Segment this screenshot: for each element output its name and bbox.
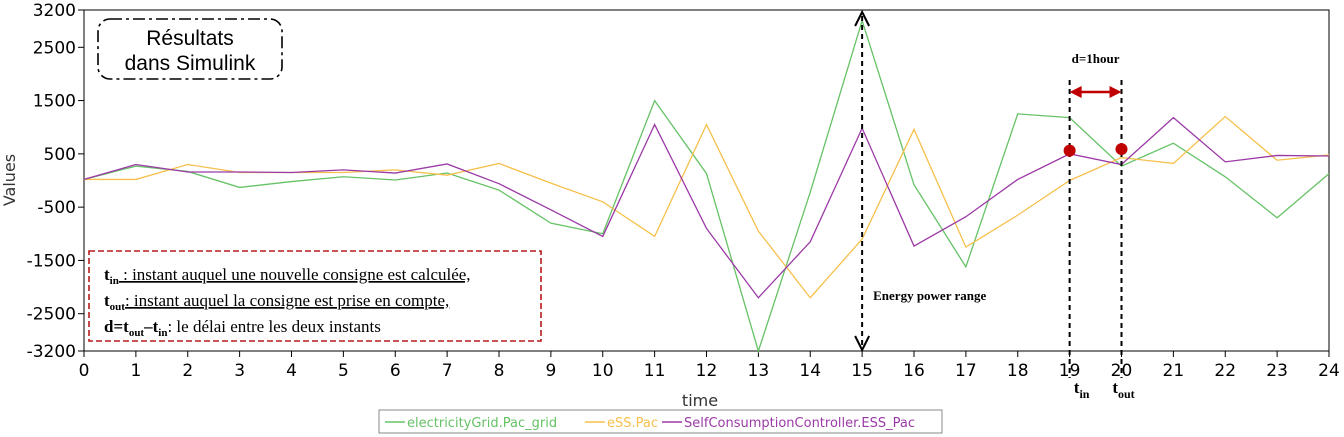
energy-arrow-head-bottom: [854, 335, 871, 353]
y-axis: 3200 2500 1500 500 -500 -1500 -2500 -3200: [27, 1, 84, 362]
energy-range-arrow: [854, 9, 871, 353]
x-tick-label: 3: [234, 361, 245, 381]
x-tick-label: 21: [1163, 361, 1185, 381]
definition-t-in: tin : instant auquel une nouvelle consig…: [104, 265, 471, 287]
y-tick-label: -1500: [27, 251, 76, 271]
x-tick-label: 12: [696, 361, 718, 381]
x-tick-label: 15: [851, 361, 873, 381]
delay-label: d=1hour: [1072, 51, 1120, 66]
x-tick-label: 4: [286, 361, 297, 381]
legend-label: SelfConsumptionController.ESS_Pac: [684, 416, 915, 431]
x-tick-label: 16: [903, 361, 925, 381]
delay-arrow-head-left: [1069, 86, 1082, 98]
x-tick-label: 1: [130, 361, 141, 381]
y-tick-label: -2500: [27, 305, 76, 325]
energy-range-label: Energy power range: [873, 288, 986, 303]
delay-arrow-head-right: [1109, 86, 1122, 98]
energy-arrow-head-top: [854, 9, 871, 27]
legend-items: electricityGrid.Pac_grid eSS.Pac SelfConsu…: [385, 416, 915, 431]
x-tick-label: 2: [182, 361, 193, 381]
t-out-label: tout: [1112, 378, 1134, 401]
definition-delay: d=tout–tin: le délai entre les deux inst…: [104, 317, 381, 339]
y-tick-label: 2500: [33, 38, 76, 58]
legend-label: eSS.Pac: [607, 416, 658, 431]
x-tick-label: 7: [442, 361, 453, 381]
legend: [378, 409, 943, 434]
x-tick-label: 11: [644, 361, 666, 381]
legend-label: electricityGrid.Pac_grid: [407, 416, 557, 431]
x-axis-title: time: [682, 391, 718, 410]
x-tick-label: 9: [545, 361, 556, 381]
results-box-line1: Résultats: [146, 27, 234, 50]
delay-annotation: [1063, 80, 1128, 378]
y-axis-title: Values: [0, 154, 19, 206]
y-tick-label: 3200: [33, 1, 76, 21]
y-tick-label: -3200: [27, 342, 76, 362]
x-tick-label: 18: [1007, 361, 1029, 381]
definitions-box: [88, 250, 542, 342]
y-tick-label: 500: [44, 145, 76, 165]
marker-point-2: [1115, 143, 1128, 156]
x-tick-label: 23: [1266, 361, 1288, 381]
x-axis: 0 1 2 3 4 5 6 7 8 9 10 11 12 13 14 15 16 17 18 19 20 21 22 23 24: [79, 351, 1340, 381]
x-tick-label: 6: [390, 361, 401, 381]
results-box-line2: dans Simulink: [125, 52, 256, 75]
x-tick-label: 22: [1214, 361, 1236, 381]
x-tick-label: 0: [79, 361, 90, 381]
x-tick-label: 14: [799, 361, 821, 381]
marker-point-1: [1063, 144, 1076, 157]
x-tick-label: 24: [1318, 361, 1340, 381]
definition-t-out: tout: instant auquel la consigne est pri…: [104, 291, 449, 313]
x-tick-label: 5: [338, 361, 349, 381]
x-tick-label: 17: [955, 361, 977, 381]
x-tick-label: 8: [494, 361, 505, 381]
results-box: [97, 18, 283, 80]
t-in-label: tin: [1074, 378, 1090, 401]
series-line-1: [83, 18, 1330, 354]
y-tick-label: -500: [37, 198, 76, 218]
x-tick-label: 13: [748, 361, 770, 381]
x-tick-label: 10: [592, 361, 614, 381]
y-tick-label: 1500: [33, 92, 76, 112]
